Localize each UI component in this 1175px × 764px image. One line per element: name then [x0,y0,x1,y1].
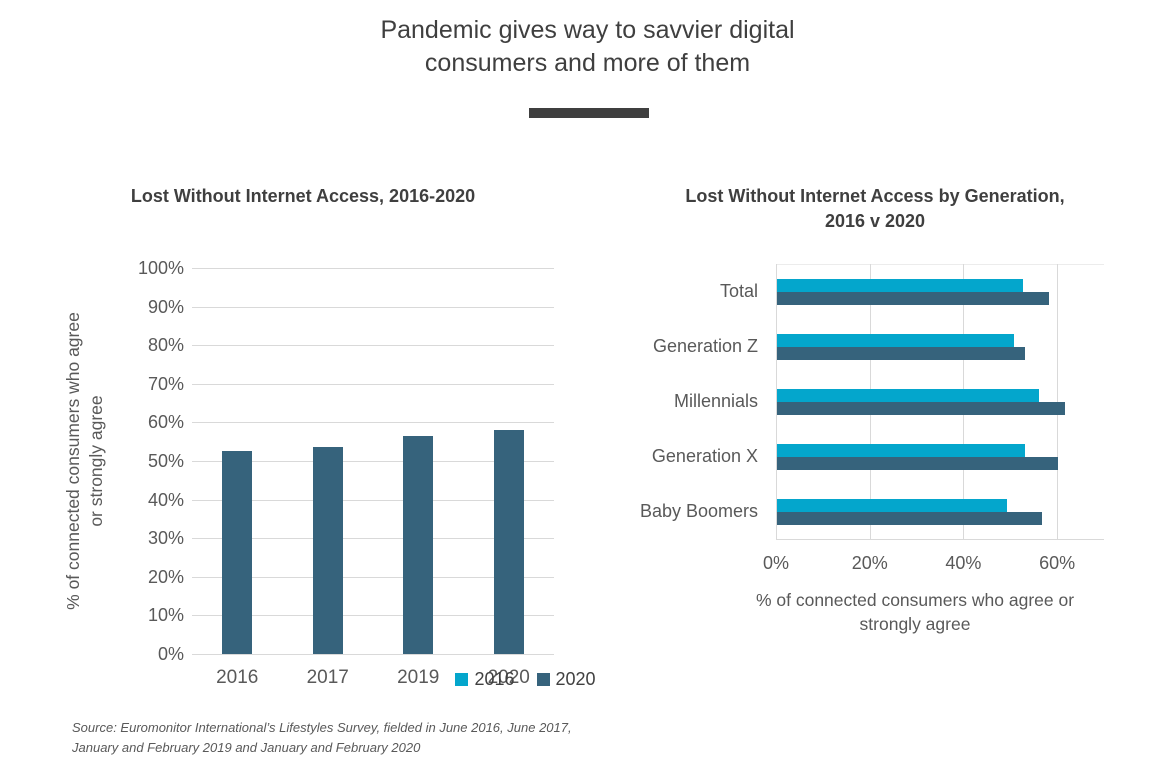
legend-swatch-2020 [536,673,550,686]
y-tick-label: 10% [147,605,184,626]
bar-2020-Total [777,291,1049,305]
column-bar-2016 [222,451,253,654]
gridline [192,461,554,462]
x-category-label: 2016 [216,667,259,688]
gridline [192,268,554,269]
legend-swatch-2016 [455,673,469,686]
x-category-label: 2020 [487,667,530,688]
category-label: Baby Boomers [639,500,758,521]
gridline [192,576,554,578]
bar-2016-Total [777,278,1023,292]
bar-2020-Baby Boomers [777,511,1042,525]
legend-label: 2016 [474,669,515,689]
legend: 2016 2020 [0,669,1113,690]
gridline [776,264,777,539]
right-chart-x-axis-label: % of connected consumers who agree or st… [755,590,1075,634]
x-category-label: 2019 [397,667,440,688]
right-chart-title: Lost Without Internet Access by Generati… [685,186,1065,231]
bar-2016-Millennials [777,388,1040,402]
gridline [192,345,554,347]
bar-2016-Generation Z [777,333,1014,347]
x-tick-label: 0% [762,553,789,573]
y-tick-label: 90% [147,296,184,317]
y-tick-label: 70% [147,373,184,394]
y-tick-label: 40% [147,489,184,510]
y-tick-label: 60% [147,412,184,433]
gridline [192,654,554,655]
category-label: Generation X [651,445,758,466]
column-bar-2017 [312,447,343,654]
y-tick-label: 100% [137,258,184,278]
source-note: Source: Euromonitor International’s Life… [72,720,572,755]
y-tick-label: 20% [147,566,184,587]
category-label: Total [719,280,758,301]
gridline [192,383,554,385]
bar-2020-Generation Z [777,346,1026,360]
gridline [192,615,554,617]
legend-label: 2020 [555,669,596,689]
x-axis-line [776,539,1104,540]
x-category-label: 2017 [306,667,349,688]
column-bar-2019 [403,435,434,654]
gridline [192,538,554,540]
category-label: Generation Z [652,335,758,356]
column-bar-2020 [493,430,524,654]
y-tick-label: 50% [147,451,184,471]
bar-2016-Baby Boomers [777,498,1007,512]
left-chart-title: Lost Without Internet Access, 2016-2020 [130,186,476,206]
x-tick-label: 40% [945,553,982,573]
plot-top-border [776,264,1104,265]
y-tick-label: 0% [157,644,184,664]
page-title: Pandemic gives way to savvier digital co… [380,16,795,77]
legend-item-2016: 2016 [455,669,515,690]
y-tick-label: 80% [147,335,184,356]
legend-item-2020: 2020 [536,669,596,690]
title-divider-bar [529,108,649,118]
bar-2020-Millennials [777,401,1066,415]
gridline [192,306,554,308]
bar-2020-Generation X [777,456,1059,470]
x-tick-label: 20% [851,553,888,573]
gridline [192,422,554,424]
y-tick-label: 30% [147,528,184,549]
bar-2016-Generation X [777,443,1026,457]
category-label: Millennials [673,390,758,411]
x-tick-label: 60% [1039,553,1076,573]
gridline [192,499,554,501]
